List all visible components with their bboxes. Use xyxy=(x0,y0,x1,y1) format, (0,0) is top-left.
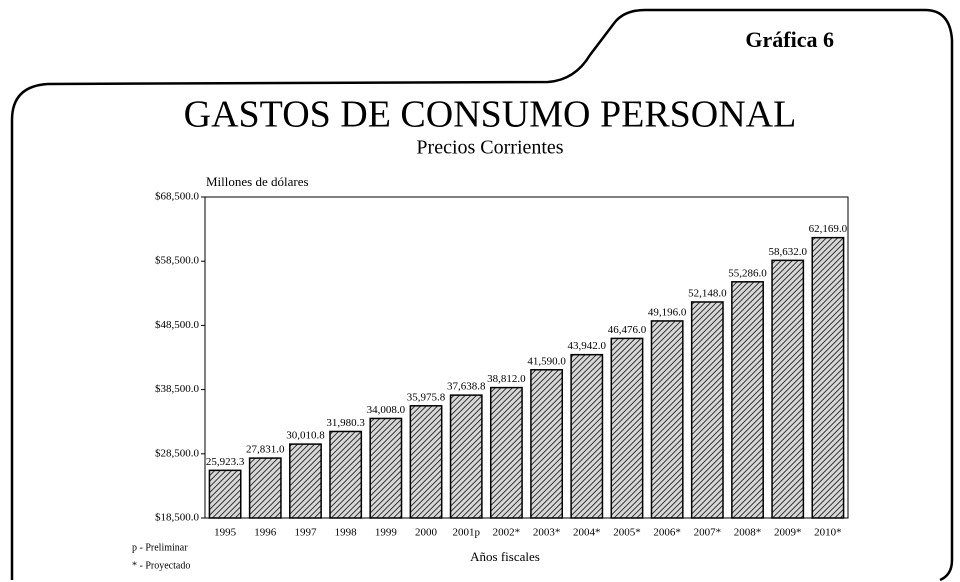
x-tick-label: 2004* xyxy=(573,527,601,539)
x-tick-label: 2007* xyxy=(694,527,722,539)
bar xyxy=(409,405,443,519)
value-label: 58,632.0 xyxy=(768,246,807,258)
bar xyxy=(489,386,523,519)
bar xyxy=(811,236,845,519)
y-axis-label: Millones de dólares xyxy=(206,174,309,189)
bar xyxy=(731,281,764,519)
x-tick-label: 2009* xyxy=(774,527,802,539)
value-label: 37,638.8 xyxy=(447,381,486,393)
bar xyxy=(329,430,363,519)
x-tick-label: 1997 xyxy=(294,527,317,539)
value-label: 27,831.0 xyxy=(246,444,285,456)
bar xyxy=(248,457,282,519)
bar xyxy=(610,337,644,519)
frame xyxy=(10,8,954,582)
value-label: 34,008.0 xyxy=(367,404,406,416)
x-tick-label: 2008* xyxy=(734,527,762,539)
x-tick-label: 2003* xyxy=(533,527,561,539)
bar xyxy=(570,353,604,519)
value-label: 35,975.8 xyxy=(407,391,446,403)
value-label: 43,942.0 xyxy=(568,340,607,352)
plot-area xyxy=(204,196,849,519)
value-label: 55,286.0 xyxy=(728,267,767,279)
x-tick-label: 2000 xyxy=(415,527,438,539)
x-tick-label: 2005* xyxy=(613,527,641,539)
y-tick-label: $28,500.0 xyxy=(155,447,200,459)
chart-subtitle: Precios Corrientes xyxy=(416,137,563,159)
note: * - Proyectado xyxy=(132,560,190,571)
bar xyxy=(650,320,684,519)
value-label: 38,812.0 xyxy=(487,373,526,385)
x-tick-label: 1998 xyxy=(335,527,358,539)
value-label: 25,923.3 xyxy=(206,456,245,468)
value-label: 52,148.0 xyxy=(688,288,727,300)
x-axis-label: Años fiscales xyxy=(470,549,540,564)
x-tick-label: 2010* xyxy=(814,527,842,539)
bar xyxy=(771,259,805,519)
bar xyxy=(208,469,242,519)
chart-title: GASTOS DE CONSUMO PERSONAL xyxy=(184,94,797,136)
value-label: 31,980.3 xyxy=(326,417,365,429)
bar xyxy=(530,369,564,519)
y-tick-label: $68,500.0 xyxy=(155,191,200,203)
x-tick-label: 2006* xyxy=(653,527,681,539)
y-tick-label: $18,500.0 xyxy=(155,512,200,524)
bar xyxy=(289,443,322,519)
x-tick-label: 2002* xyxy=(493,527,521,539)
value-label: 41,590.0 xyxy=(527,355,566,367)
y-tick-label: $38,500.0 xyxy=(155,383,200,395)
y-tick-label: $58,500.0 xyxy=(155,255,200,267)
bar xyxy=(690,301,724,519)
x-tick-label: 1995 xyxy=(214,527,237,539)
x-tick-label: 2001p xyxy=(452,527,480,539)
value-label: 62,169.0 xyxy=(809,223,848,235)
bar xyxy=(449,394,483,519)
value-label: 30,010.8 xyxy=(286,430,325,442)
x-tick-label: 1999 xyxy=(375,527,398,539)
x-tick-label: 1996 xyxy=(254,527,277,539)
note: p - Preliminar xyxy=(132,542,188,553)
bar xyxy=(369,417,403,519)
badge: Gráfica 6 xyxy=(745,27,834,52)
y-tick-label: $48,500.0 xyxy=(155,319,200,331)
value-label: 46,476.0 xyxy=(608,324,647,336)
value-label: 49,196.0 xyxy=(648,306,687,318)
